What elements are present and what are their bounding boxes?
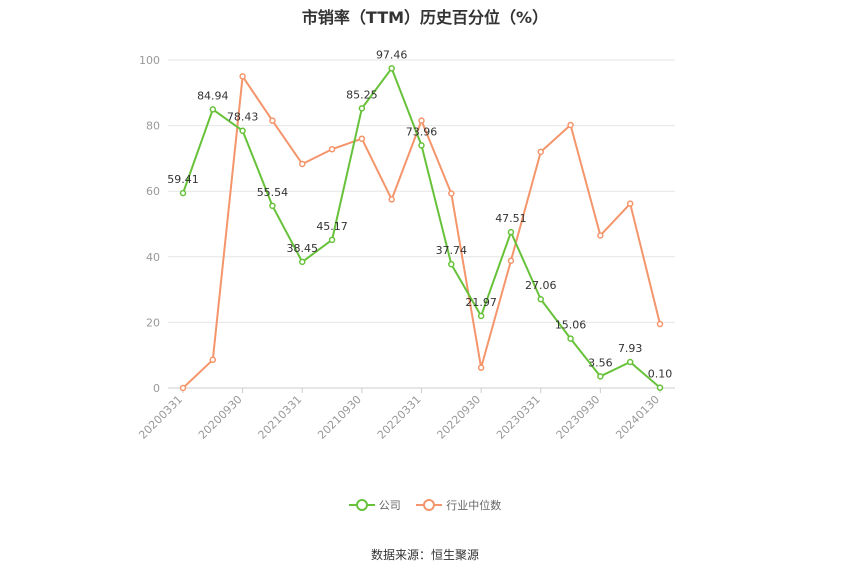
y-tick-label: 80 — [146, 120, 160, 133]
data-label: 85.25 — [346, 88, 378, 101]
data-point — [597, 373, 604, 380]
data-point — [299, 258, 306, 266]
data-point — [328, 236, 336, 244]
data-point — [239, 73, 246, 80]
legend-swatch-company — [348, 499, 375, 511]
data-source: 数据来源：恒生聚源 — [370, 548, 479, 562]
y-tick-label: 100 — [139, 54, 160, 67]
data-label: 45.17 — [316, 220, 348, 233]
data-point — [179, 384, 187, 392]
y-tick-label: 60 — [146, 185, 160, 198]
data-point — [418, 142, 425, 149]
data-label: 15.06 — [555, 319, 587, 332]
data-point — [656, 320, 664, 328]
data-point — [179, 189, 187, 197]
data-point — [328, 145, 336, 153]
x-tick-label: 20220930 — [434, 393, 483, 442]
data-point — [597, 232, 604, 239]
grid-lines — [168, 59, 675, 323]
data-point — [269, 202, 276, 210]
data-point — [626, 200, 634, 207]
y-tick-label: 0 — [153, 382, 160, 395]
data-point — [656, 384, 664, 391]
data-point — [418, 117, 425, 124]
data-label: 38.45 — [287, 242, 319, 255]
data-label: 73.96 — [406, 125, 438, 138]
data-labels: 59.41 84.94 78.43 55.54 38.45 45.17 85.25 97.46… — [167, 48, 672, 380]
data-point — [626, 358, 634, 366]
x-tick-label: 20230930 — [554, 393, 603, 442]
data-point — [388, 65, 395, 72]
data-label: 3.56 — [588, 356, 613, 369]
data-point — [358, 135, 366, 142]
x-tick-label: 20240130 — [613, 393, 662, 442]
data-label: 0.10 — [648, 368, 673, 381]
data-point — [507, 257, 515, 264]
data-point — [477, 364, 485, 371]
x-tick-label: 20200331 — [136, 393, 185, 442]
data-point — [477, 312, 485, 320]
data-label: 97.46 — [376, 48, 408, 61]
legend-label-industry-median: 行业中位数 — [446, 499, 502, 512]
data-label: 78.43 — [227, 111, 259, 124]
chart-title: 市销率（TTM）历史百分位（%） — [301, 8, 549, 27]
x-tick-label: 20220331 — [375, 393, 424, 442]
y-tick-label: 20 — [146, 316, 160, 329]
data-point — [448, 260, 455, 268]
data-point — [537, 295, 544, 303]
data-label: 37.74 — [436, 244, 468, 257]
legend-label-company: 公司 — [378, 499, 401, 512]
data-label: 59.41 — [167, 173, 199, 186]
legend: 公司 行业中位数 — [0, 497, 850, 514]
x-tick-label: 20210331 — [256, 393, 305, 442]
data-point — [239, 127, 246, 134]
data-point — [537, 148, 544, 156]
data-point — [269, 117, 276, 124]
data-label: 27.06 — [525, 279, 557, 292]
data-point — [448, 190, 455, 197]
x-tick-label: 20210930 — [315, 393, 364, 442]
data-point — [209, 106, 217, 113]
data-label: 7.93 — [618, 342, 643, 355]
data-point — [507, 228, 515, 236]
legend-swatch-industry-median — [416, 499, 443, 511]
legend-item-industry-median[interactable]: 行业中位数 — [416, 497, 501, 513]
data-label: 21.97 — [465, 296, 497, 309]
data-point — [567, 335, 574, 342]
data-point — [299, 160, 306, 168]
data-label: 55.54 — [257, 186, 289, 199]
data-point — [567, 121, 574, 129]
y-tick-label: 40 — [146, 251, 160, 264]
x-tick-label: 20230331 — [494, 393, 543, 442]
series-lines — [179, 65, 664, 392]
x-tick-label: 20200930 — [196, 393, 245, 442]
data-label: 47.51 — [495, 212, 527, 225]
data-point — [388, 196, 395, 203]
data-point — [209, 356, 217, 364]
data-label: 84.94 — [197, 89, 229, 102]
data-point — [358, 105, 366, 112]
legend-item-company[interactable]: 公司 — [348, 497, 401, 513]
